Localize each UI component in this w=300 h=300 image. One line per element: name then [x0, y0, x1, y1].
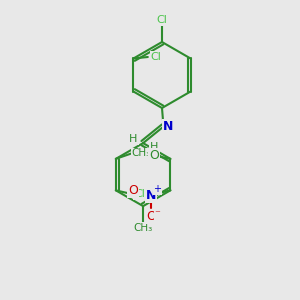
Text: Cl: Cl — [134, 189, 145, 199]
Text: +: + — [154, 184, 161, 194]
Text: CH₃: CH₃ — [134, 223, 153, 233]
Text: O: O — [146, 210, 156, 223]
Text: O: O — [149, 149, 159, 162]
Text: Cl: Cl — [151, 52, 162, 62]
Text: H: H — [150, 142, 158, 152]
Text: H: H — [129, 134, 138, 145]
Text: N: N — [163, 120, 173, 133]
Text: CH₃: CH₃ — [132, 148, 151, 158]
Text: Cl: Cl — [157, 15, 167, 26]
Text: O: O — [128, 184, 138, 197]
Text: ⁻: ⁻ — [154, 209, 160, 219]
Text: N: N — [146, 189, 156, 202]
